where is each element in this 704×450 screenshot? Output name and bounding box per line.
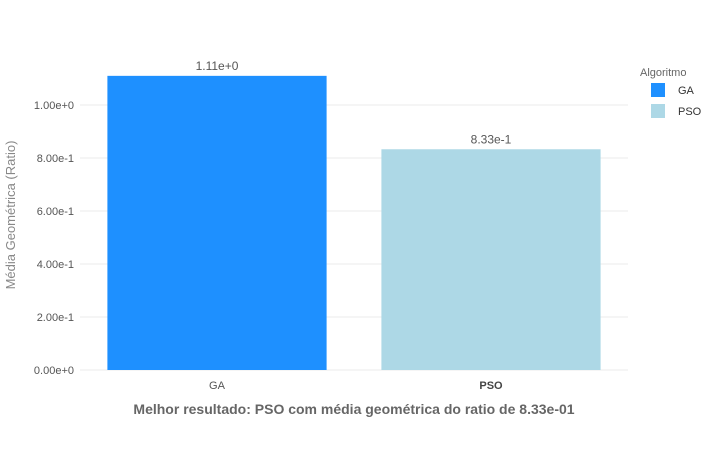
y-tick-label: 1.00e+0 [34, 100, 74, 112]
y-tick-label: 8.00e-1 [37, 153, 74, 165]
legend-label: GA [678, 85, 695, 97]
legend-title: Algoritmo [640, 67, 686, 79]
bar-value-label: 8.33e-1 [471, 132, 512, 146]
bars [107, 75, 601, 370]
y-tick-label: 4.00e-1 [37, 259, 74, 271]
x-axis-title: Melhor resultado: PSO com média geométri… [133, 401, 574, 417]
bar-value-labels: 1.11e+0 8.33e-1 [196, 59, 512, 146]
legend-label: PSO [678, 106, 702, 118]
legend-swatch [651, 104, 665, 118]
bar-ga [107, 75, 327, 370]
y-tick-label: 6.00e-1 [37, 206, 74, 218]
y-axis-title: Média Geométrica (Ratio) [3, 141, 18, 290]
y-tick-label: 2.00e-1 [37, 312, 74, 324]
y-axis-ticks: 0.00e+0 2.00e-1 4.00e-1 6.00e-1 8.00e-1 1.00e… [34, 100, 74, 377]
x-tick-label: PSO [479, 380, 503, 392]
legend: Algoritmo GA PSO [640, 67, 702, 118]
bar-value-label: 1.11e+0 [196, 59, 239, 73]
legend-entries: GA PSO [651, 83, 702, 118]
legend-swatch [651, 83, 665, 97]
x-tick-label: GA [209, 380, 226, 392]
x-axis-ticks: GA PSO [209, 380, 503, 392]
y-tick-label: 0.00e+0 [34, 365, 74, 377]
bar-pso [381, 149, 601, 370]
